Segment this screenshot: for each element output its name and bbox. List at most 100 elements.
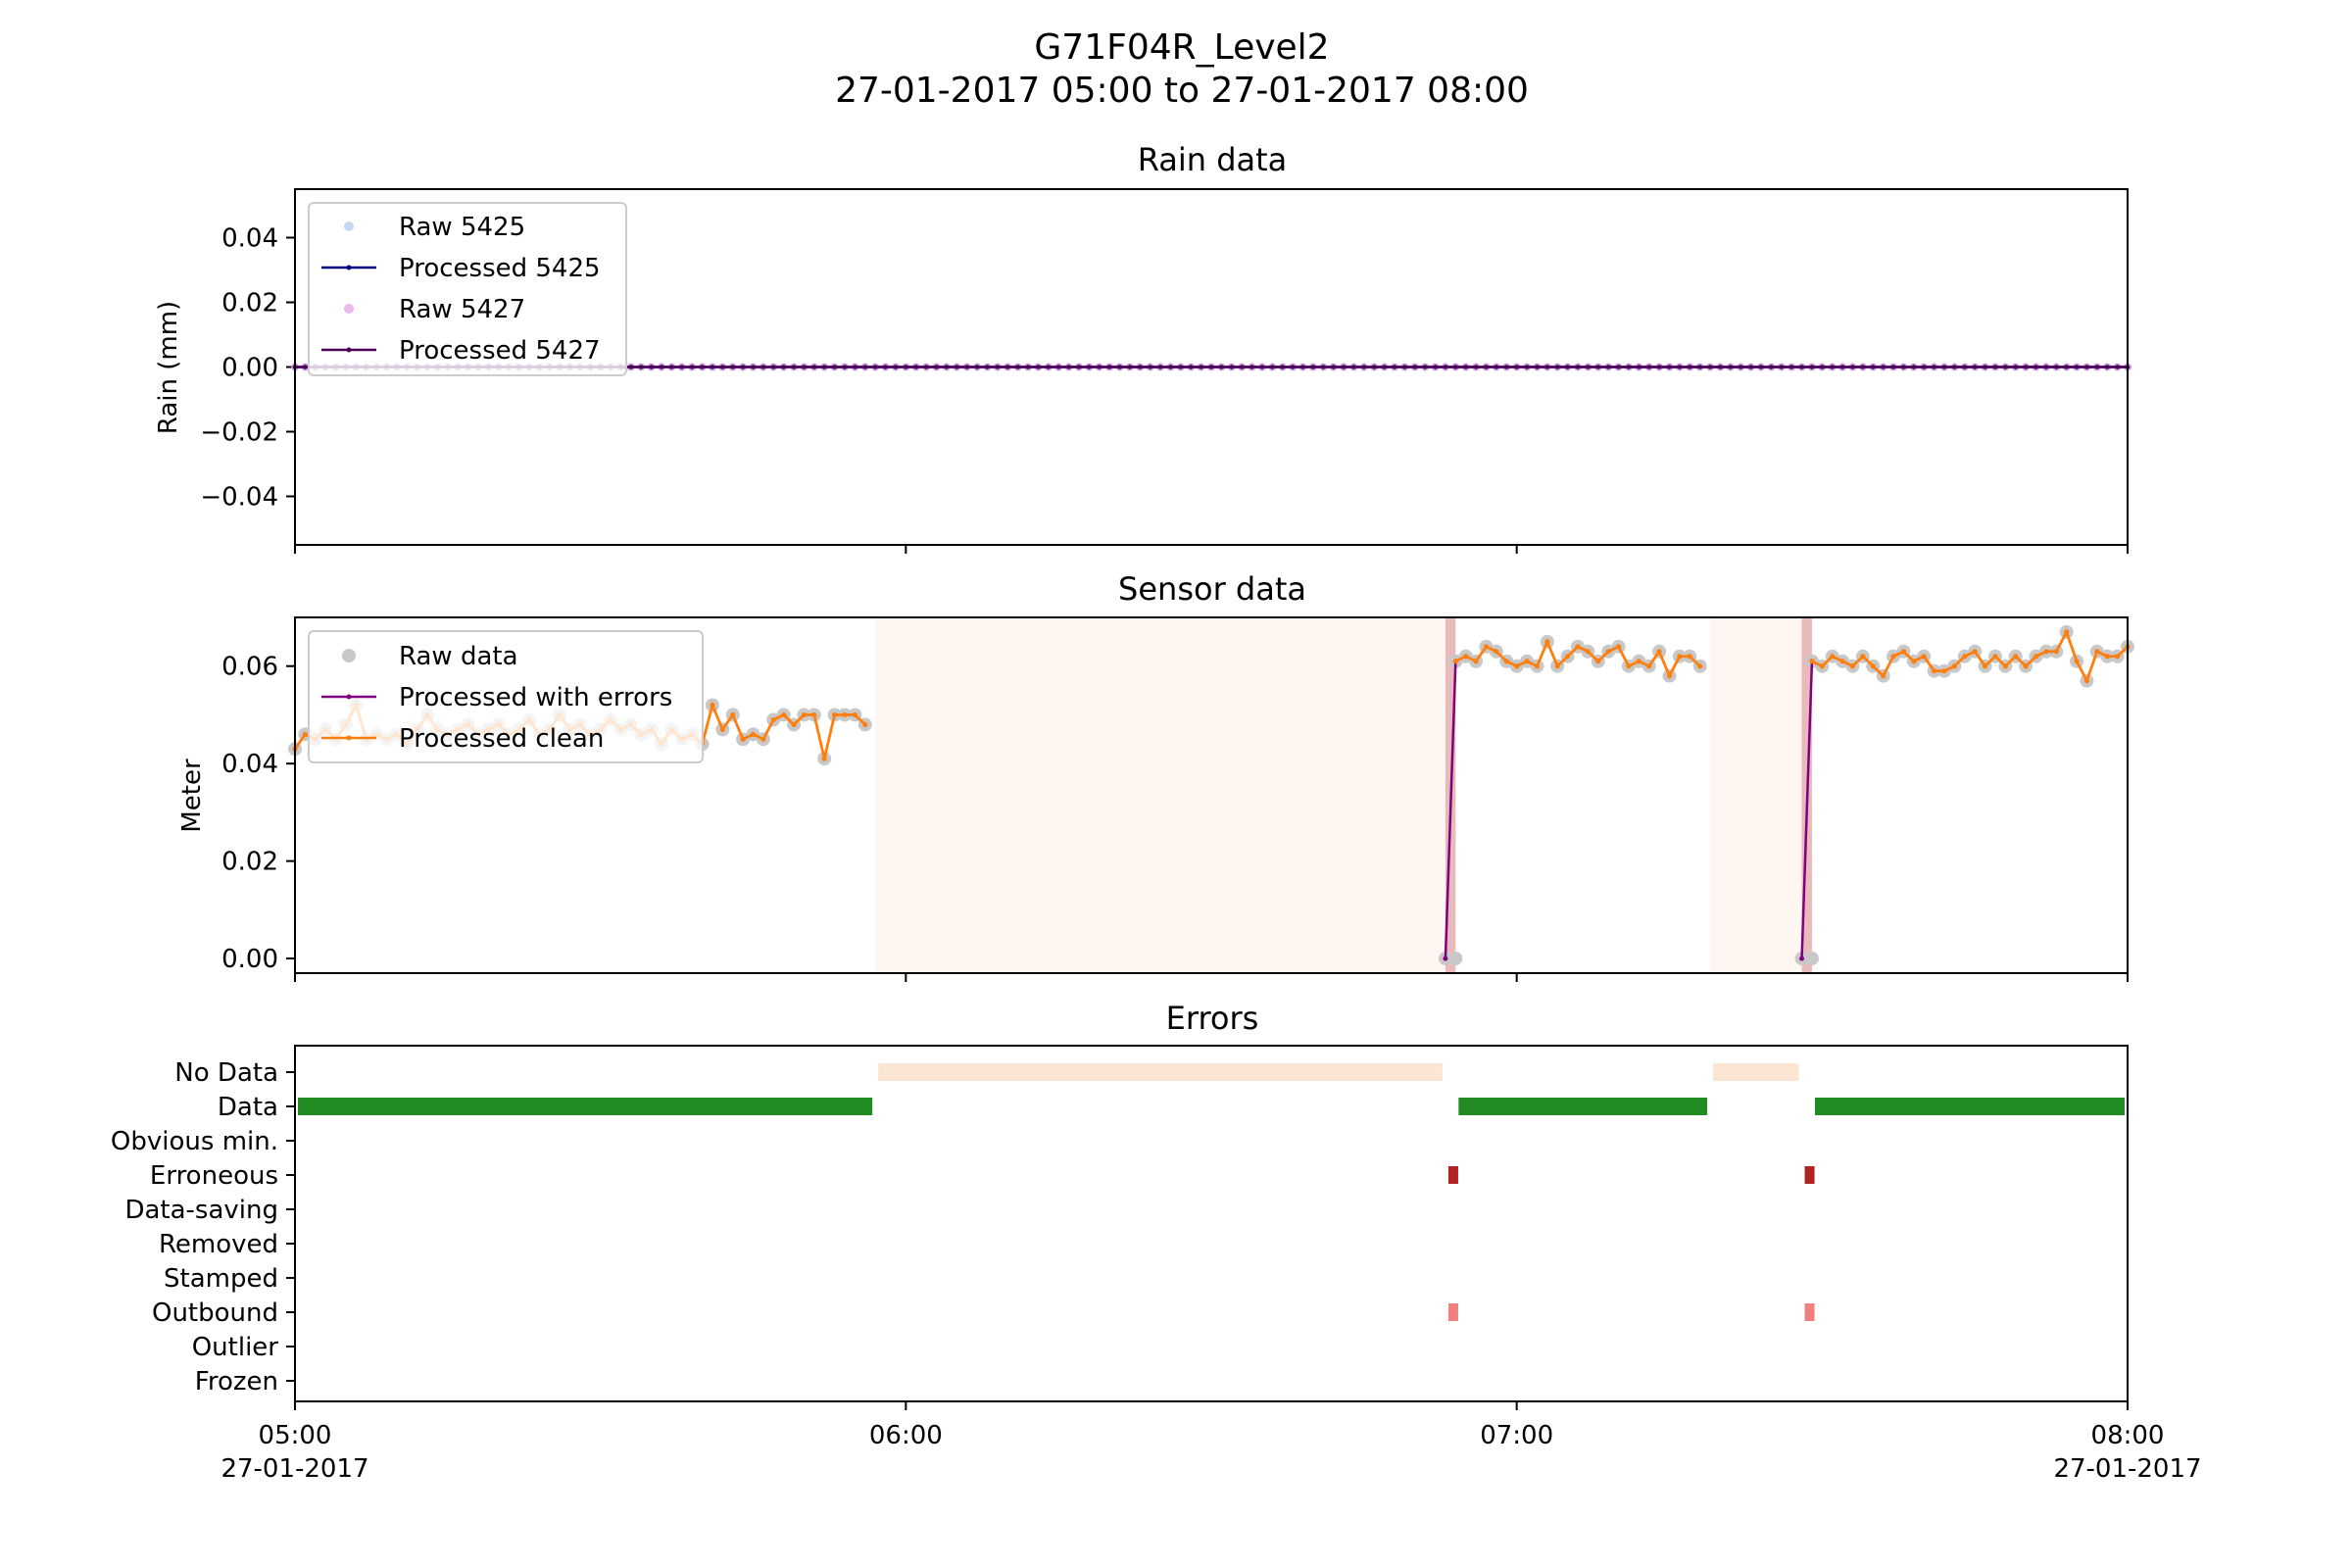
- processed-clean-point: [1666, 673, 1673, 679]
- processed-clean-point: [1962, 654, 1968, 660]
- processed-clean-point: [1646, 663, 1652, 669]
- x-tick-label: 05:00: [259, 1421, 332, 1450]
- processed-clean-point: [1830, 654, 1836, 660]
- processed-errors-point: [1443, 956, 1448, 961]
- errors-category-label: Obvious min.: [111, 1127, 278, 1156]
- rain-data-point: [1605, 365, 1611, 369]
- rain-data-point: [1799, 365, 1804, 369]
- rain-data-point: [1860, 365, 1866, 369]
- rain-data-point: [832, 365, 837, 369]
- rain-data-point: [1300, 365, 1305, 369]
- processed-clean-point: [1697, 663, 1703, 669]
- rain-data-point: [1890, 365, 1896, 369]
- rain-legend-marker: [346, 265, 352, 270]
- rain-data-point: [1036, 365, 1041, 369]
- rain-data-point: [955, 365, 959, 369]
- rain-data-point: [1494, 365, 1499, 369]
- processed-clean-point: [740, 736, 746, 742]
- rain-legend-entry: Processed 5427: [321, 336, 601, 366]
- processed-clean-point: [2094, 649, 2100, 655]
- rain-data-point: [730, 365, 735, 369]
- processed-clean-point: [2002, 663, 2008, 669]
- rain-data-point: [1066, 365, 1071, 369]
- rain-data-point: [1983, 365, 1987, 369]
- rain-data-point: [1616, 365, 1621, 369]
- processed-clean-point: [1921, 654, 1927, 660]
- rain-data-point: [1443, 365, 1448, 369]
- rain-data-point: [1025, 365, 1031, 369]
- processed-clean-point: [770, 716, 776, 723]
- rain-data-point: [1830, 365, 1835, 369]
- no-data-span: [875, 617, 1446, 973]
- errors-category-label: Stamped: [164, 1264, 278, 1294]
- rain-data-point: [1157, 365, 1163, 369]
- rain-data-point: [822, 365, 827, 369]
- rain-y-tick-label: 0.00: [221, 354, 278, 383]
- rain-data-point: [1504, 365, 1509, 369]
- sensor-panel: Sensor data Meter 0.06 0.04 0.02 0.00 Raw d…: [177, 570, 2134, 982]
- rain-data-point: [1015, 365, 1020, 369]
- rain-data-point: [811, 365, 817, 369]
- processed-clean-point: [2104, 654, 2110, 660]
- rain-data-point: [1901, 365, 1906, 369]
- rain-data-point: [1138, 365, 1143, 369]
- rain-data-point: [1718, 365, 1723, 369]
- rain-data-point: [1270, 365, 1275, 369]
- rain-data-point: [1321, 365, 1326, 369]
- processed-clean-point: [2074, 659, 2080, 664]
- rain-data-point: [1555, 365, 1560, 369]
- processed-clean-point: [1982, 663, 1988, 669]
- rain-data-point: [1688, 365, 1692, 369]
- rain-data-point: [2034, 365, 2038, 369]
- errors-category-label: Data-saving: [124, 1196, 278, 1225]
- rain-data-point: [740, 365, 746, 369]
- rain-data-point: [1005, 365, 1010, 369]
- errors-category-label: Removed: [159, 1230, 278, 1259]
- errors-x-ticks: 05:00 27-01-2017 06:00 07:00 08:00 27-01-2017: [220, 1401, 2202, 1484]
- error-bar-erroneous: [1447, 1166, 1458, 1184]
- errors-category-label: No Data: [174, 1058, 278, 1088]
- rain-data-point: [1748, 365, 1753, 369]
- rain-data-point: [1382, 365, 1387, 369]
- processed-clean-point: [1554, 663, 1560, 669]
- errors-category-label: Erroneous: [150, 1161, 278, 1191]
- error-bar-outbound: [1804, 1303, 1815, 1321]
- rain-data-point: [904, 365, 908, 369]
- sensor-y-ticks: 0.06 0.04 0.02 0.00: [221, 653, 295, 974]
- processed-clean-point: [791, 721, 797, 727]
- rain-legend: Raw 5425 Processed 5425 Raw 5427 Processed …: [308, 202, 627, 376]
- rain-data-point: [628, 365, 634, 369]
- rain-data-point: [771, 365, 776, 369]
- sensor-y-tick-label: 0.06: [221, 653, 278, 682]
- rain-data-point: [1087, 365, 1092, 369]
- rain-data-point: [1881, 365, 1886, 369]
- sensor-y-tick-label: 0.00: [221, 945, 278, 974]
- raw-data-point: [1448, 952, 1463, 966]
- rain-data-point: [2064, 365, 2069, 369]
- rain-data-point: [1850, 365, 1855, 369]
- rain-data-point: [1106, 365, 1112, 369]
- rain-panel: Rain data Rain (mm) 0.04 0.02 0.00 −0.02 −0.…: [154, 141, 2132, 554]
- processed-clean-point: [1514, 663, 1520, 669]
- sensor-y-tick-label: 0.04: [221, 750, 278, 779]
- x-tick-label: 06:00: [869, 1421, 943, 1450]
- sensor-legend-marker: [342, 649, 356, 662]
- rain-data-point: [1402, 365, 1407, 369]
- processed-clean-point: [1626, 663, 1632, 669]
- sensor-legend-entry: Processed clean: [321, 724, 604, 754]
- rain-panel-title: Rain data: [1138, 141, 1288, 178]
- rain-legend-label: Processed 5427: [399, 336, 601, 366]
- rain-x-ticks: [294, 545, 2129, 554]
- processed-clean-point: [852, 711, 858, 718]
- rain-data-point: [1372, 365, 1377, 369]
- rain-data-point: [2074, 365, 2080, 369]
- rain-data-point: [1473, 365, 1479, 369]
- rain-data-point: [1117, 365, 1122, 369]
- rain-data-point: [1586, 365, 1591, 369]
- rain-data-point: [1433, 365, 1438, 369]
- rain-data-point: [2094, 365, 2100, 369]
- processed-clean-point: [1473, 659, 1479, 664]
- rain-y-tick-label: 0.02: [221, 289, 278, 318]
- sensor-legend-label: Processed clean: [399, 724, 604, 754]
